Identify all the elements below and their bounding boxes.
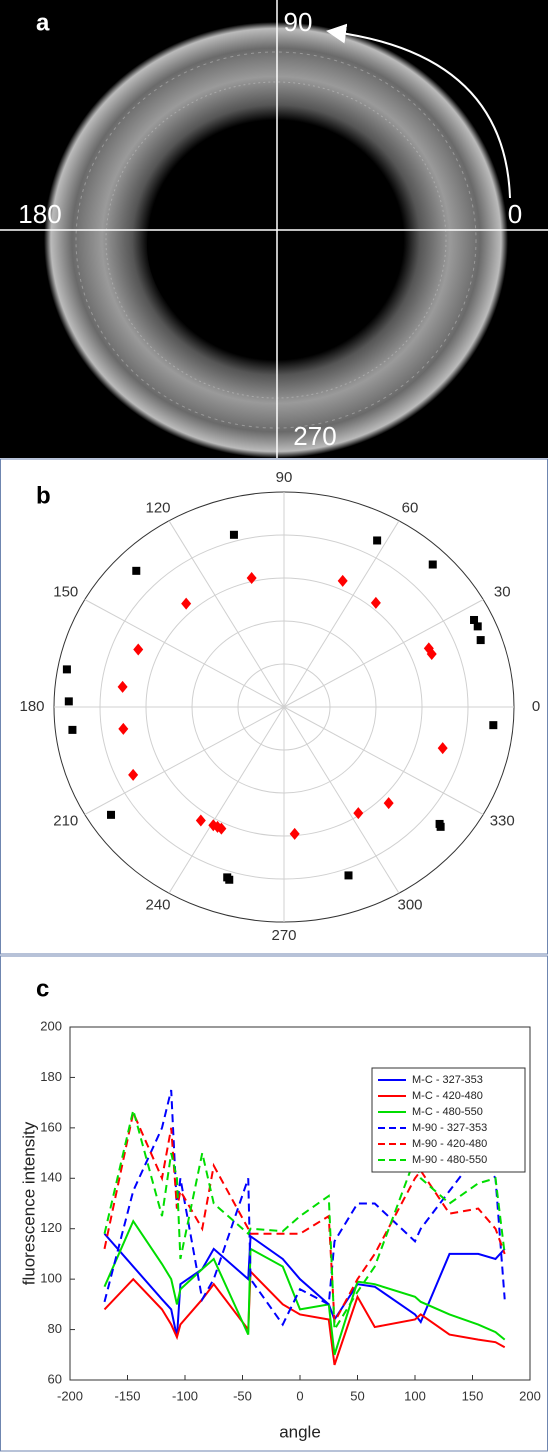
y-tick-label: 60	[48, 1371, 62, 1386]
legend-label: M-C - 420-480	[412, 1090, 483, 1102]
theta-tick-label: 60	[402, 500, 419, 517]
y-tick-label: 100	[40, 1271, 62, 1286]
x-tick-label: -150	[114, 1388, 140, 1403]
figure: a 90 0 180 270 b 0 30 60 90 120 150 180 210 240 27…	[0, 0, 548, 1452]
legend-label: M-C - 480-550	[412, 1106, 483, 1118]
theta-tick-label: 90	[276, 469, 293, 486]
point	[437, 823, 445, 831]
x-tick-label: 150	[462, 1388, 484, 1403]
point	[373, 536, 381, 544]
y-tick-label: 160	[40, 1119, 62, 1134]
point	[489, 721, 497, 729]
point	[132, 567, 140, 575]
theta-tick-label: 120	[145, 500, 170, 517]
point	[384, 797, 394, 809]
legend-label: M-C - 327-353	[412, 1074, 483, 1086]
point	[225, 876, 233, 884]
point	[290, 828, 300, 840]
theta-tick-label: 270	[271, 927, 296, 944]
x-tick-label: -50	[233, 1388, 252, 1403]
point	[118, 723, 128, 735]
point	[118, 681, 128, 693]
point	[133, 643, 143, 655]
grid-spoke	[284, 707, 399, 893]
legend-label: M-90 - 480-550	[412, 1154, 487, 1166]
x-tick-label: 0	[296, 1388, 303, 1403]
panel-label: a	[36, 9, 50, 36]
point	[230, 531, 238, 539]
grid-spoke	[85, 707, 284, 815]
tissue-hole	[147, 137, 403, 353]
y-tick-label: 80	[48, 1321, 62, 1336]
y-tick-label: 200	[40, 1018, 62, 1033]
theta-tick-label: 180	[19, 698, 44, 715]
x-axis-label: angle	[279, 1422, 321, 1441]
theta-tick-label: 300	[397, 896, 422, 913]
grid-spoke	[284, 521, 399, 707]
page: {"image_panel": {"label": "a", "angle_la…	[0, 0, 548, 1452]
panel-label: b	[36, 482, 51, 509]
angle-label: 180	[18, 199, 61, 229]
x-tick-label: 200	[519, 1388, 541, 1403]
y-tick-label: 120	[40, 1220, 62, 1235]
theta-tick-label: 330	[490, 812, 515, 829]
point	[371, 597, 381, 609]
angle-label: 270	[293, 421, 336, 451]
theta-tick-label: 150	[53, 583, 78, 600]
angle-label: 90	[284, 7, 313, 37]
x-tick-label: 100	[404, 1388, 426, 1403]
point	[128, 769, 138, 781]
legend-label: M-90 - 327-353	[412, 1122, 487, 1134]
point	[65, 697, 73, 705]
point	[63, 665, 71, 673]
theta-tick-label: 0	[532, 698, 540, 715]
x-tick-label: -100	[172, 1388, 198, 1403]
point	[107, 811, 115, 819]
grid-spoke	[169, 707, 284, 893]
point	[429, 561, 437, 569]
point	[474, 622, 482, 630]
point	[338, 575, 348, 587]
grid-spoke	[284, 600, 483, 708]
x-tick-label: 50	[350, 1388, 364, 1403]
legend-label: M-90 - 420-480	[412, 1138, 487, 1150]
point	[477, 636, 485, 644]
point	[68, 726, 76, 734]
grid-spoke	[169, 521, 284, 707]
panel-a: a 90 0 180 270	[0, 0, 548, 458]
grid-spoke	[284, 707, 483, 815]
panel-label: c	[36, 975, 49, 1002]
point	[438, 742, 448, 754]
angle-label: 0	[508, 199, 522, 229]
y-tick-label: 180	[40, 1069, 62, 1084]
point	[196, 815, 206, 827]
y-axis-label: fluorescence intensity	[19, 1121, 38, 1285]
x-tick-label: -200	[57, 1388, 83, 1403]
theta-tick-label: 30	[494, 583, 511, 600]
theta-tick-label: 240	[145, 896, 170, 913]
theta-tick-label: 210	[53, 812, 78, 829]
point	[345, 871, 353, 879]
y-tick-label: 140	[40, 1170, 62, 1185]
point	[181, 598, 191, 610]
grid-spoke	[85, 600, 284, 708]
